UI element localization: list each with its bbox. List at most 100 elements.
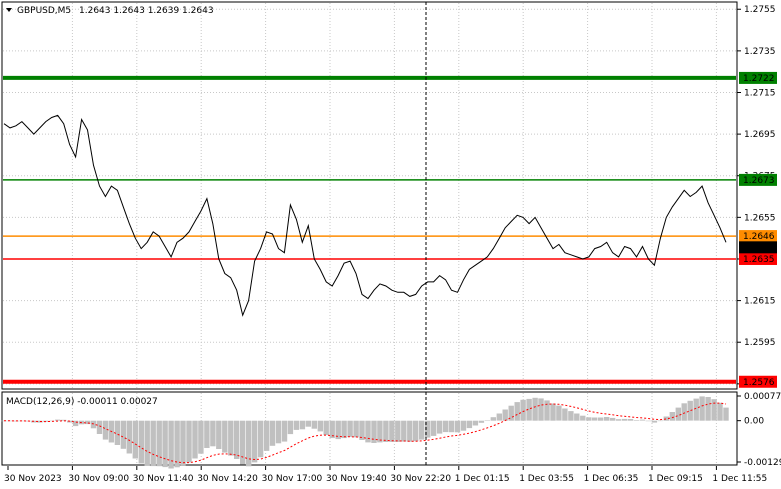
macd-tick-label: 0.00 [744,417,764,427]
macd-histogram-bar [138,420,144,464]
macd-histogram-bar [353,420,359,438]
macd-histogram-bar [442,420,449,433]
macd-histogram-bar [538,398,544,421]
macd-histogram-bar [210,420,216,447]
y-tick-label: 1.2755 [744,5,776,15]
macd-histogram-bar [96,420,103,434]
macd-histogram-bar [84,420,91,425]
macd-histogram-bar [693,398,699,421]
macd-histogram-bar [192,420,198,459]
level-lines [3,75,736,384]
time-axis[interactable]: 30 Nov 2023 30 Nov 09:00 30 Nov 11:40 30 No… [4,466,767,484]
macd-histogram-bar [532,397,538,421]
macd-signal-line [3,402,727,464]
y-tick-label: 1.2615 [744,297,776,307]
macd-histogram-bar [186,420,192,463]
macd-histogram-bar [377,420,383,443]
macd-label: MACD(12,26,9) -0.00011 0.00027 [6,397,158,407]
macd-histogram-bar [615,419,622,421]
macd-histogram-bar [257,420,264,458]
macd-histogram-bar [609,417,616,421]
macd-histogram-bar [156,420,162,467]
macd-histogram-bar [395,420,401,442]
macd-histogram-bar [574,413,580,421]
macd-histogram-bar [419,420,425,440]
macd-histogram-bar [132,420,138,459]
macd-histogram-bar [651,420,658,423]
macd-histogram-bar [401,420,407,442]
x-tick-label: 30 Nov 09:00 [68,474,129,484]
macd-histogram-bar [49,420,55,422]
macd-histogram-bar [383,420,389,442]
y-tick-label: 1.2735 [744,47,776,57]
level-badge [739,71,777,84]
macd-histogram-bar [263,420,270,451]
level-badge [739,252,777,265]
macd-histogram-bar [639,419,646,421]
macd-histogram-bar [592,417,598,421]
x-tick-label: 30 Nov 11:40 [133,474,194,484]
macd-histogram-bar [7,420,13,422]
macd-histogram-bar [466,420,473,429]
macd-histogram-bar [556,405,562,421]
x-tick-label: 1 Dec 01:15 [455,474,510,484]
x-tick-label: 1 Dec 06:35 [584,474,639,484]
y-tick-label: 1.2655 [744,213,776,223]
macd-histogram-bar [681,403,687,421]
y-tick-label: 1.2695 [744,130,776,140]
y-tick-label: 1.2595 [744,338,776,348]
macd-histogram-bar [460,420,467,431]
macd-histogram-bar [246,420,252,467]
macd-histogram-bar [508,405,514,421]
ohlc-label: 1.2643 1.2643 1.2639 1.2643 [79,6,214,16]
macd-histogram-bar [144,420,150,466]
macd-histogram-bar [711,399,717,421]
macd-histogram-bar [586,417,592,421]
macd-histogram-bar [329,420,335,439]
macd-histogram-bar [454,420,461,433]
macd-histogram-bar [102,420,109,440]
macd-histogram-bar [25,420,31,422]
level-badge-label: 1.2646 [743,232,775,242]
macd-histogram-bar [72,420,79,427]
macd-histogram-bar [365,420,371,443]
macd-histogram-bar [436,420,443,434]
x-tick-label: 30 Nov 14:20 [197,474,258,484]
macd-histogram-bar [568,411,574,421]
macd-histogram-bar [633,420,640,421]
macd-histogram-bar [520,399,526,421]
macd-histogram-bar [502,409,508,421]
macd-histogram-bar [150,420,156,467]
x-tick-label: 1 Dec 09:15 [648,474,703,484]
macd-histogram-bar [162,420,168,468]
macd-histogram-bar [663,416,669,421]
macd-histogram-bar [425,420,431,438]
macd-histogram-bar [430,420,437,436]
level-badge-label: 1.2635 [743,255,775,265]
triangle-down-icon[interactable] [6,8,12,12]
level-badge [739,173,777,186]
macd-histogram-bar [562,408,568,421]
x-tick-label: 30 Nov 19:40 [326,474,387,484]
macd-indicator [1,396,729,469]
macd-histogram-bar [305,420,311,427]
macd-histogram-bar [234,420,240,459]
macd-histogram-bar [478,420,485,423]
price-line [3,114,727,317]
macd-axis: 0.00077 0.00 -0.00129 [737,392,781,468]
macd-histogram-bar [645,420,652,422]
macd-histogram-bar [413,420,419,442]
macd-histogram-bar [251,420,258,463]
macd-histogram-bar [204,420,210,448]
macd-histogram-bar [699,396,705,421]
macd-histogram-bar [598,417,604,421]
macd-histogram-bar [126,420,132,454]
macd-histogram-bar [335,420,341,440]
macd-histogram-bar [287,420,294,435]
macd-histogram-bar [317,420,323,432]
main-panel-frame [1,1,738,390]
macd-tick-label: -0.00129 [744,458,781,468]
